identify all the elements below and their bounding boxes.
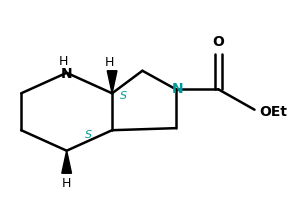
Text: H: H: [59, 55, 68, 68]
Text: O: O: [212, 35, 224, 49]
Text: N: N: [61, 67, 72, 80]
Text: N: N: [171, 82, 183, 96]
Text: H: H: [105, 55, 114, 68]
Text: S: S: [85, 130, 92, 140]
Polygon shape: [107, 71, 117, 94]
Text: OEt: OEt: [259, 104, 287, 118]
Polygon shape: [62, 151, 72, 173]
Text: S: S: [120, 91, 127, 101]
Text: H: H: [62, 176, 71, 189]
